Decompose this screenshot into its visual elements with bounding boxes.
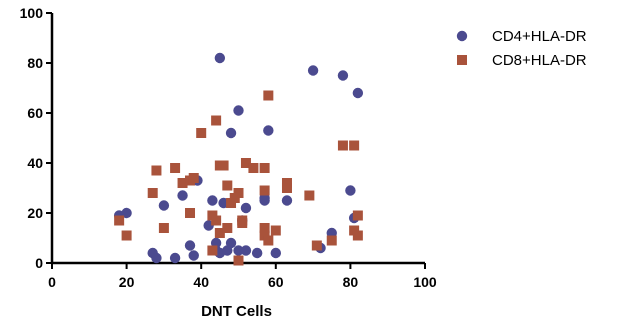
cd4-point bbox=[270, 247, 281, 259]
y-tick-label: 0 bbox=[35, 255, 43, 271]
legend-item: CD4+HLA-DR bbox=[456, 28, 587, 45]
legend-label: CD4+HLA-DR bbox=[492, 28, 587, 45]
y-tick-label: 100 bbox=[20, 5, 44, 21]
cd8-point bbox=[196, 128, 207, 138]
cd8-point bbox=[352, 230, 363, 241]
cd4-point bbox=[345, 185, 356, 196]
x-tick-label: 0 bbox=[48, 274, 56, 290]
legend-circle-icon bbox=[456, 30, 468, 42]
cd8-point bbox=[311, 240, 322, 251]
cd8-point bbox=[151, 165, 162, 176]
cd4-point bbox=[225, 237, 237, 249]
y-tick-label: 60 bbox=[27, 105, 43, 121]
x-tick-label: 40 bbox=[193, 274, 209, 290]
cd4-point bbox=[352, 87, 364, 99]
cd4-point bbox=[263, 125, 274, 136]
cd8-point bbox=[270, 225, 281, 236]
cd8-point bbox=[281, 178, 292, 188]
cd4-point bbox=[207, 195, 218, 206]
cd8-point bbox=[207, 245, 218, 256]
legend: CD4+HLA-DR CD8+HLA-DR bbox=[456, 28, 587, 69]
cd4-point bbox=[184, 240, 196, 251]
cd4-point bbox=[177, 190, 188, 201]
cd4-point bbox=[158, 200, 170, 211]
y-tick-label: 40 bbox=[27, 155, 43, 171]
cd4-point bbox=[169, 252, 181, 264]
cd8-point bbox=[263, 90, 274, 101]
cd8-point bbox=[222, 180, 233, 191]
y-tick-label: 80 bbox=[27, 55, 43, 71]
cd8-point bbox=[158, 223, 169, 233]
cd8-point bbox=[222, 223, 233, 233]
cd8-point bbox=[352, 210, 363, 221]
cd4-point bbox=[337, 70, 349, 81]
cd8-point bbox=[218, 160, 229, 171]
data-markers bbox=[113, 52, 364, 266]
x-tick-label: 100 bbox=[413, 274, 437, 290]
x-axis-ticks: 0 20 40 60 80 100 bbox=[48, 263, 437, 290]
cd8-point bbox=[263, 235, 274, 246]
cd4-point bbox=[281, 195, 293, 206]
cd8-point bbox=[233, 188, 244, 198]
cd8-point bbox=[185, 208, 196, 218]
cd4-point bbox=[225, 127, 237, 139]
cd8-point bbox=[240, 158, 251, 168]
cd8-point bbox=[259, 223, 270, 233]
cd8-point bbox=[170, 163, 181, 173]
cd4-point bbox=[188, 250, 199, 261]
cd8-point bbox=[211, 115, 222, 126]
x-tick-label: 20 bbox=[119, 274, 135, 290]
cd8-point bbox=[237, 215, 248, 226]
legend-item: CD8+HLA-DR bbox=[457, 52, 587, 69]
cd4-point bbox=[214, 52, 226, 64]
cd8-point bbox=[114, 215, 125, 226]
cd8-point bbox=[121, 230, 132, 241]
cd8-point bbox=[259, 163, 270, 173]
cd8-point bbox=[349, 140, 360, 151]
cd8-point bbox=[337, 140, 348, 151]
cd4-point bbox=[240, 245, 252, 256]
cd8-point bbox=[304, 190, 315, 201]
cd8-point bbox=[214, 228, 225, 238]
cd8-point bbox=[177, 178, 188, 188]
cd4-point bbox=[151, 252, 162, 264]
cd8-point bbox=[147, 188, 158, 198]
cd4-point bbox=[251, 247, 263, 259]
legend-square-icon bbox=[457, 55, 467, 65]
plot-area: 0 20 40 60 80 100 0 20 40 60 80 100 bbox=[20, 5, 437, 290]
cd8-point bbox=[248, 163, 259, 173]
x-tick-label: 80 bbox=[343, 274, 359, 290]
cd4-point bbox=[307, 65, 319, 76]
y-axis-ticks: 0 20 40 60 80 100 bbox=[20, 5, 52, 271]
x-tick-label: 60 bbox=[268, 274, 284, 290]
cd8-point bbox=[326, 235, 337, 246]
cd4-point bbox=[240, 202, 252, 214]
y-tick-label: 20 bbox=[27, 205, 43, 221]
cd8-point bbox=[188, 173, 199, 183]
cd8-point bbox=[211, 215, 222, 226]
cd8-point bbox=[233, 255, 244, 266]
cd8-point bbox=[259, 185, 270, 196]
x-axis-title: DNT Cells bbox=[201, 303, 272, 320]
legend-label: CD8+HLA-DR bbox=[492, 52, 587, 69]
cd4-point bbox=[233, 245, 244, 256]
cd4-point bbox=[233, 105, 244, 116]
